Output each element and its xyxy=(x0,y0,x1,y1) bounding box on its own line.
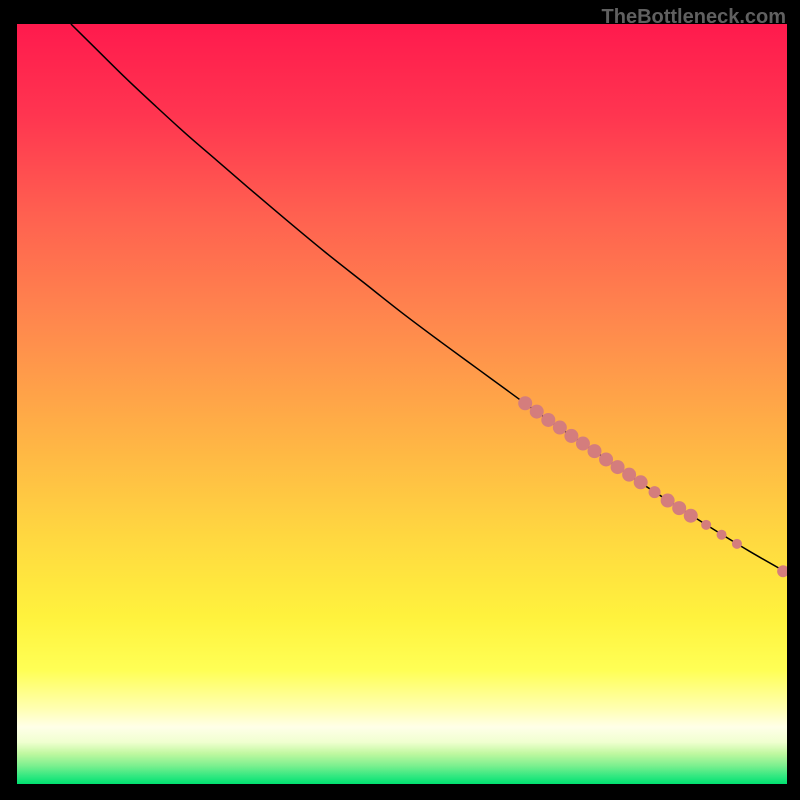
marker-point xyxy=(684,509,698,523)
marker-point xyxy=(564,429,578,443)
marker-point xyxy=(701,520,711,530)
marker-point xyxy=(672,501,686,515)
marker-point xyxy=(599,452,613,466)
marker-point xyxy=(530,405,544,419)
chart-plot-area xyxy=(17,24,787,784)
marker-point xyxy=(622,468,636,482)
marker-point xyxy=(732,539,742,549)
marker-point xyxy=(518,396,532,410)
marker-point xyxy=(649,486,661,498)
marker-point xyxy=(611,460,625,474)
marker-point xyxy=(576,437,590,451)
chart-background xyxy=(17,24,787,784)
marker-point xyxy=(553,421,567,435)
chart-svg xyxy=(17,24,787,784)
marker-point xyxy=(661,494,675,508)
marker-point xyxy=(717,530,727,540)
marker-point xyxy=(634,475,648,489)
marker-point xyxy=(541,413,555,427)
marker-point xyxy=(588,444,602,458)
